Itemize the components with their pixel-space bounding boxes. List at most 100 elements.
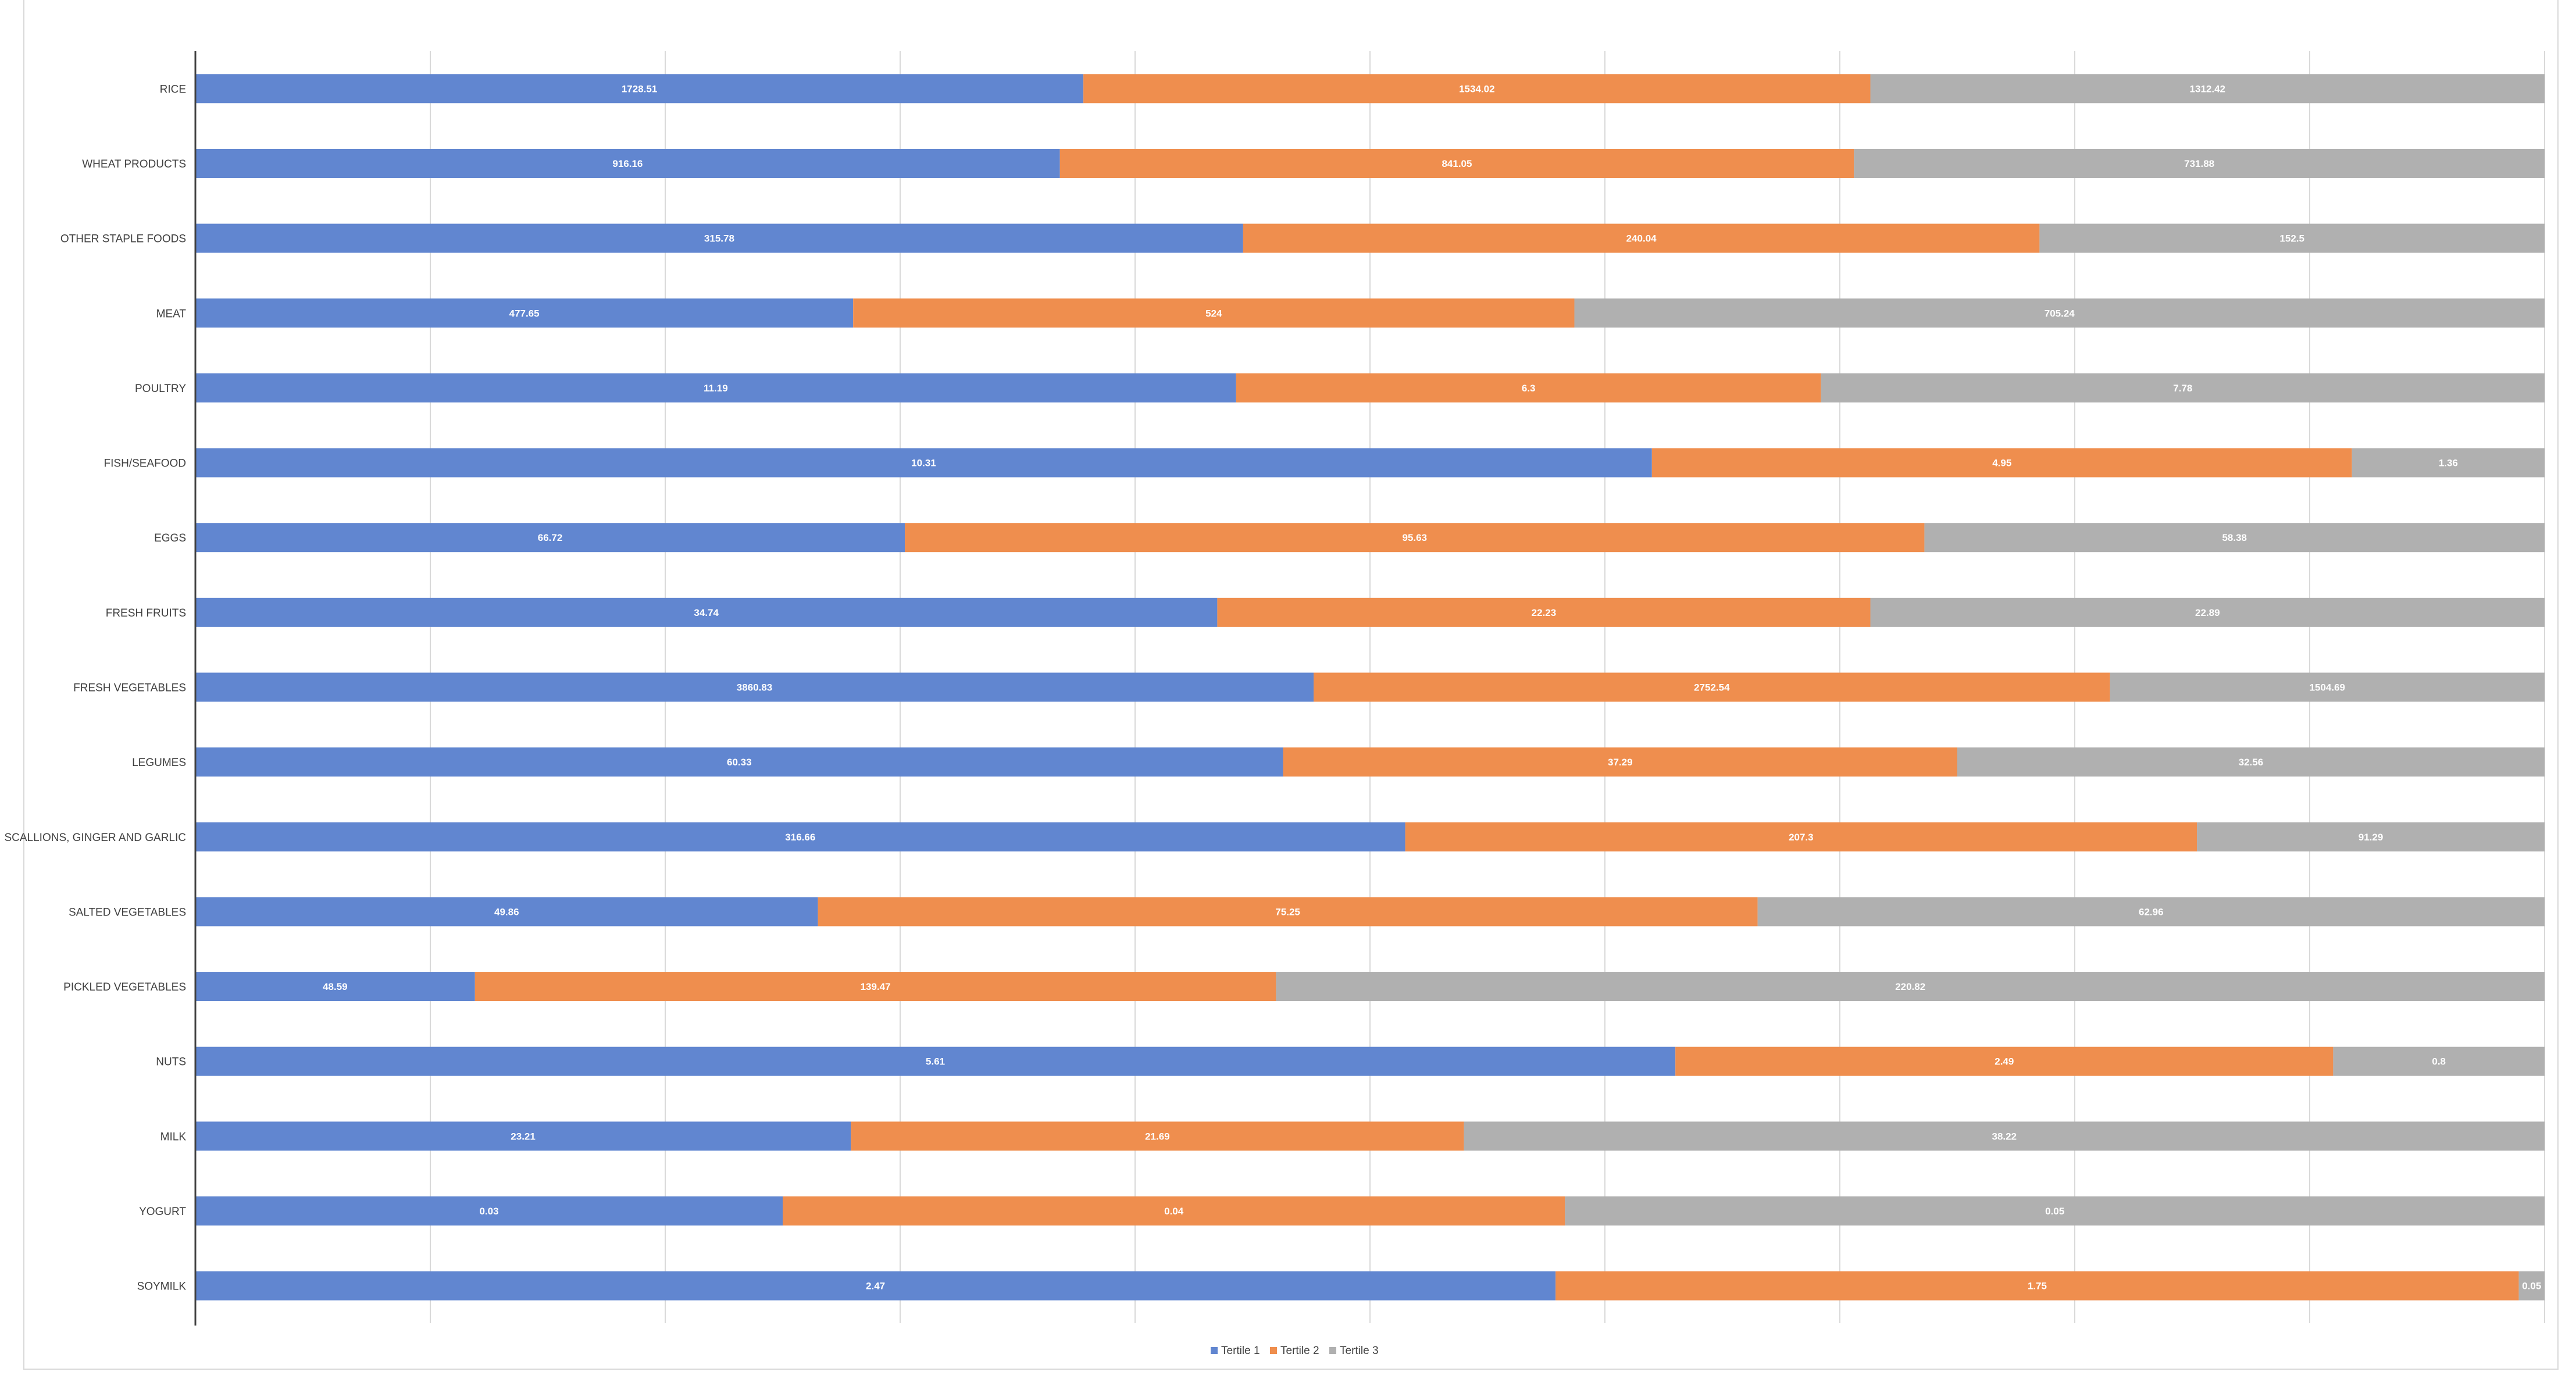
bar-segment-tertile-3 (2110, 672, 2545, 702)
data-label: 62.96 (2139, 906, 2164, 917)
bar-segment-tertile-3 (2039, 223, 2545, 253)
category-label: PICKLED VEGETABLES (63, 981, 186, 993)
bar-segment-tertile-2 (1059, 148, 1854, 178)
data-label: 139.47 (861, 981, 891, 992)
data-label: 23.21 (511, 1131, 536, 1142)
bar-segment-tertile-1 (195, 747, 1283, 777)
category-label: MEAT (156, 308, 187, 320)
category-label: FISH/SEAFOOD (104, 458, 186, 470)
data-label: 0.8 (2432, 1056, 2446, 1067)
bar-segment-tertile-1 (195, 148, 1060, 178)
data-label: 841.05 (1442, 158, 1472, 169)
chart-frame (23, 0, 2559, 1370)
bar-segment-tertile-3 (1565, 1196, 2545, 1226)
bar-segment-tertile-2 (1555, 1271, 2519, 1301)
category-label: RICE (160, 83, 186, 95)
data-label: 60.33 (727, 757, 752, 768)
data-label: 58.38 (2222, 532, 2247, 543)
bar-segment-tertile-2 (818, 897, 1758, 927)
bar-segment-tertile-2 (1243, 223, 2040, 253)
data-label: 32.56 (2239, 757, 2264, 768)
data-label: 75.25 (1275, 906, 1300, 917)
category-label: LEGUMES (132, 757, 186, 769)
bar-segment-tertile-2 (474, 972, 1276, 1002)
data-label: 705.24 (2045, 308, 2075, 319)
data-label: 2.47 (866, 1281, 885, 1292)
data-label: 66.72 (538, 532, 563, 543)
data-label: 22.89 (2195, 607, 2220, 618)
bar-segment-tertile-1 (195, 972, 475, 1002)
data-label: 1312.42 (2190, 83, 2225, 94)
bar-segment-tertile-3 (1924, 523, 2545, 553)
category-label: SOYMILK (137, 1281, 187, 1293)
legend-label: Tertile 3 (1340, 1345, 1379, 1357)
legend-label: Tertile 2 (1280, 1345, 1319, 1357)
bars (195, 74, 2545, 1301)
data-label: 38.22 (1992, 1131, 2017, 1142)
bar-segment-tertile-2 (1675, 1046, 2334, 1076)
category-label: SCALLIONS, GINGER AND GARLIC (4, 832, 186, 844)
data-label: 4.95 (1992, 458, 2011, 469)
bar-segment-tertile-1 (195, 672, 1314, 702)
bar-segment-tertile-1 (195, 1196, 783, 1226)
data-label: 2.49 (1995, 1056, 2014, 1067)
bar-segment-tertile-3 (1870, 74, 2545, 104)
legend: Tertile 1 Tertile 2 Tertile 3 (1211, 1345, 1379, 1357)
data-label: 5.61 (926, 1056, 945, 1067)
data-label: 11.19 (704, 383, 728, 394)
bar-segment-tertile-3 (2518, 1271, 2545, 1301)
data-label: 1504.69 (2310, 682, 2345, 693)
data-label: 37.29 (1608, 757, 1633, 768)
data-label: 916.16 (612, 158, 643, 169)
bar-segment-tertile-3 (1821, 373, 2545, 402)
data-label: 152.5 (2279, 233, 2304, 244)
category-label: FRESH FRUITS (106, 607, 186, 619)
bar-segment-tertile-1 (195, 897, 818, 927)
legend-swatch (1211, 1347, 1218, 1354)
category-label: EGGS (154, 532, 186, 544)
category-label: WHEAT PRODUCTS (82, 158, 186, 170)
data-label: 6.3 (1522, 383, 1536, 394)
legend-swatch (1329, 1347, 1336, 1354)
category-label: POULTRY (135, 383, 186, 395)
data-labels: 1728.51 1534.02 1312.42 916.16 841.05 731.88 3… (323, 83, 2541, 1291)
data-label: 207.3 (1789, 832, 1814, 843)
bar-segment-tertile-1 (195, 223, 1243, 253)
bar-segment-tertile-3 (2197, 822, 2545, 852)
data-label: 0.03 (479, 1206, 498, 1217)
data-label: 34.74 (694, 607, 719, 618)
category-label: FRESH VEGETABLES (73, 682, 186, 694)
bar-segment-tertile-1 (195, 1046, 1676, 1076)
bar-segment-tertile-2 (1283, 747, 1957, 777)
data-label: 91.29 (2359, 832, 2384, 843)
data-label: 220.82 (1895, 981, 1925, 992)
bar-segment-tertile-3 (2352, 448, 2545, 478)
bar-segment-tertile-2 (1405, 822, 2197, 852)
category-label: MILK (160, 1131, 187, 1143)
bar-segment-tertile-1 (195, 74, 1084, 104)
data-label: 315.78 (704, 233, 734, 244)
data-label: 7.78 (2173, 383, 2192, 394)
bar-segment-tertile-1 (195, 1121, 851, 1151)
bar-segment-tertile-2 (1236, 373, 1821, 402)
bar-segment-tertile-1 (195, 448, 1652, 478)
data-label: 316.66 (785, 832, 815, 843)
data-label: 1534.02 (1459, 83, 1494, 94)
bar-segment-tertile-3 (1757, 897, 2545, 927)
category-label: SALTED VEGETABLES (69, 906, 186, 918)
data-label: 477.65 (509, 308, 540, 319)
bar-segment-tertile-2 (851, 1121, 1464, 1151)
bar-segment-tertile-2 (1314, 672, 2110, 702)
bar-segment-tertile-1 (195, 597, 1218, 627)
data-label: 0.05 (2522, 1281, 2541, 1292)
data-label: 48.59 (323, 981, 348, 992)
bar-segment-tertile-1 (195, 822, 1405, 852)
bar-segment-tertile-3 (1957, 747, 2545, 777)
data-label: 0.05 (2045, 1206, 2064, 1217)
legend-swatch (1270, 1347, 1277, 1354)
category-label: NUTS (156, 1056, 186, 1068)
bar-segment-tertile-3 (2333, 1046, 2545, 1076)
data-label: 240.04 (1626, 233, 1657, 244)
legend-label: Tertile 1 (1221, 1345, 1260, 1357)
category-label: OTHER STAPLE FOODS (60, 233, 186, 245)
